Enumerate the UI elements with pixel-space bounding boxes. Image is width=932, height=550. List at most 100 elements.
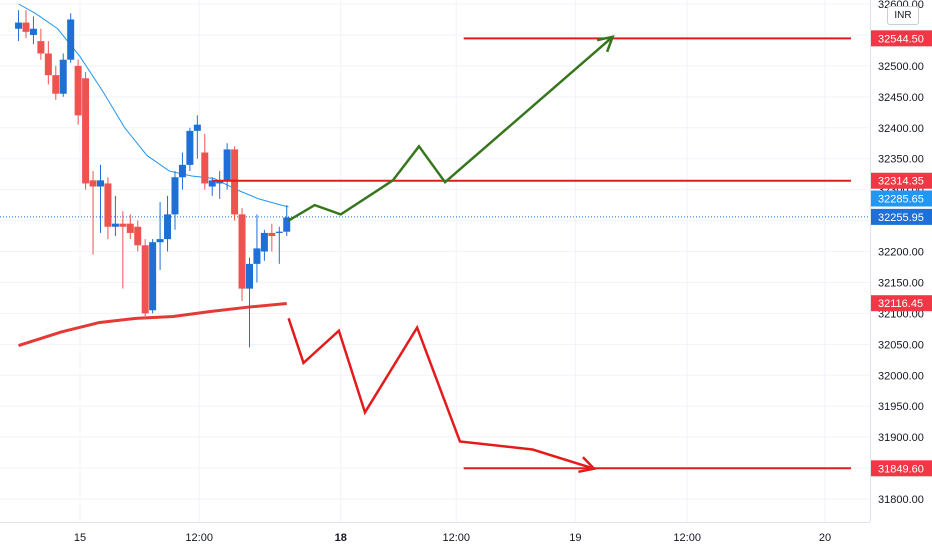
candle-down xyxy=(238,208,246,301)
price-badge: 32285.65 xyxy=(871,190,932,207)
price-badge-label: 31849.60 xyxy=(878,463,924,475)
price-badges: 32544.50 32314.35 32285.65 32255.95 32116.45… xyxy=(871,30,932,477)
candle-body xyxy=(104,183,112,227)
price-badge-label: 32544.50 xyxy=(878,33,924,45)
candle-body xyxy=(223,149,231,181)
drawings xyxy=(212,35,852,474)
candle-body xyxy=(22,22,30,32)
y-tick-label: 32000.00 xyxy=(878,370,924,382)
candle-up xyxy=(178,152,186,190)
candle-down xyxy=(37,28,45,60)
grid xyxy=(0,0,870,522)
candle-up xyxy=(216,171,224,199)
candle-body xyxy=(193,124,201,131)
candle-up xyxy=(245,257,253,348)
price-badge-bg xyxy=(871,208,932,225)
x-tick-label: 20 xyxy=(819,532,831,544)
y-tick-label: 31900.00 xyxy=(878,432,924,444)
x-tick-label: 12:00 xyxy=(673,532,701,544)
price-badge-bg xyxy=(871,30,932,47)
candle-down xyxy=(141,239,149,320)
price-badge-label: 32116.45 xyxy=(878,298,923,310)
x-tick-label: 15 xyxy=(74,532,86,544)
candle-body xyxy=(111,223,119,227)
candle-body xyxy=(268,232,276,237)
time-axis[interactable]: 15 12:00 18 12:00 19 12:00 20 xyxy=(74,532,831,544)
bearish-arrow-head xyxy=(578,456,597,474)
candle-body xyxy=(156,239,164,243)
candle-up xyxy=(193,115,201,159)
price-badge-bg xyxy=(871,295,932,312)
sma-long-line xyxy=(18,301,287,347)
price-badge: 31849.60 xyxy=(871,460,932,477)
candle-up xyxy=(15,10,23,42)
bearish-scenario-path xyxy=(287,317,595,470)
y-tick-label: 32500.00 xyxy=(878,61,924,73)
candle-body xyxy=(119,223,127,227)
candle-body xyxy=(44,53,52,76)
candle-down xyxy=(134,220,142,252)
candle-up xyxy=(67,13,75,63)
candle-down xyxy=(201,133,209,190)
candle-down xyxy=(82,72,90,190)
candle-up xyxy=(283,205,291,237)
candle-down xyxy=(104,177,112,240)
y-tick-label: 32200.00 xyxy=(878,247,924,259)
candle-up xyxy=(171,171,179,230)
candle-body xyxy=(260,232,268,252)
candle-body xyxy=(141,245,149,314)
price-badge: 32544.50 xyxy=(871,30,932,47)
candle-down xyxy=(119,211,127,289)
candle-body xyxy=(67,19,75,60)
candle-body xyxy=(59,59,67,94)
candle-body xyxy=(245,263,253,289)
candle-body xyxy=(178,164,186,178)
price-badge-label: 32255.95 xyxy=(878,212,924,224)
candle-body xyxy=(149,242,157,311)
candle-body xyxy=(74,65,82,116)
candle-up xyxy=(186,127,194,172)
candle-down xyxy=(89,171,97,255)
candle-body xyxy=(15,22,23,29)
y-tick-label: 32050.00 xyxy=(878,339,924,351)
price-axis[interactable]: 32600.0032550.0032500.0032450.0032400.00… xyxy=(878,0,924,506)
candle-down xyxy=(231,146,239,221)
candle-up xyxy=(59,53,67,97)
candles xyxy=(15,10,291,348)
candle-body xyxy=(134,226,142,246)
x-tick-label: 18 xyxy=(335,532,347,544)
candle-body xyxy=(238,214,246,289)
currency-button[interactable]: INR xyxy=(887,6,919,25)
x-tick-label: 12:00 xyxy=(442,532,470,544)
candle-up xyxy=(164,195,172,252)
bullish-scenario-path xyxy=(287,35,614,222)
candle-body xyxy=(96,180,104,187)
candle-body xyxy=(89,180,97,187)
y-tick-label: 32450.00 xyxy=(878,92,924,104)
y-tick-label: 32400.00 xyxy=(878,123,924,135)
price-badge-bg xyxy=(871,190,932,207)
price-badge: 32255.95 xyxy=(871,208,932,225)
x-tick-label: 12:00 xyxy=(185,532,213,544)
candle-body xyxy=(37,41,45,54)
candle-body xyxy=(201,152,209,184)
candle-up xyxy=(260,229,268,261)
candle-body xyxy=(29,28,37,35)
candle-up xyxy=(96,164,104,233)
x-tick-label: 19 xyxy=(569,532,581,544)
sma-short-line xyxy=(18,3,289,208)
candle-up xyxy=(111,195,119,237)
candle-up xyxy=(29,16,37,45)
y-tick-label: 32350.00 xyxy=(878,154,924,166)
candle-body xyxy=(216,180,224,184)
price-badge-label: 32285.65 xyxy=(878,194,924,206)
candle-down xyxy=(52,65,60,100)
candle-up xyxy=(223,143,231,190)
candle-body xyxy=(275,231,283,233)
bullish-arrow-head xyxy=(596,35,615,53)
candle-up xyxy=(149,239,157,314)
y-tick-label: 31800.00 xyxy=(878,494,924,506)
y-tick-label: 32150.00 xyxy=(878,277,924,289)
y-tick-label: 32100.00 xyxy=(878,308,924,320)
